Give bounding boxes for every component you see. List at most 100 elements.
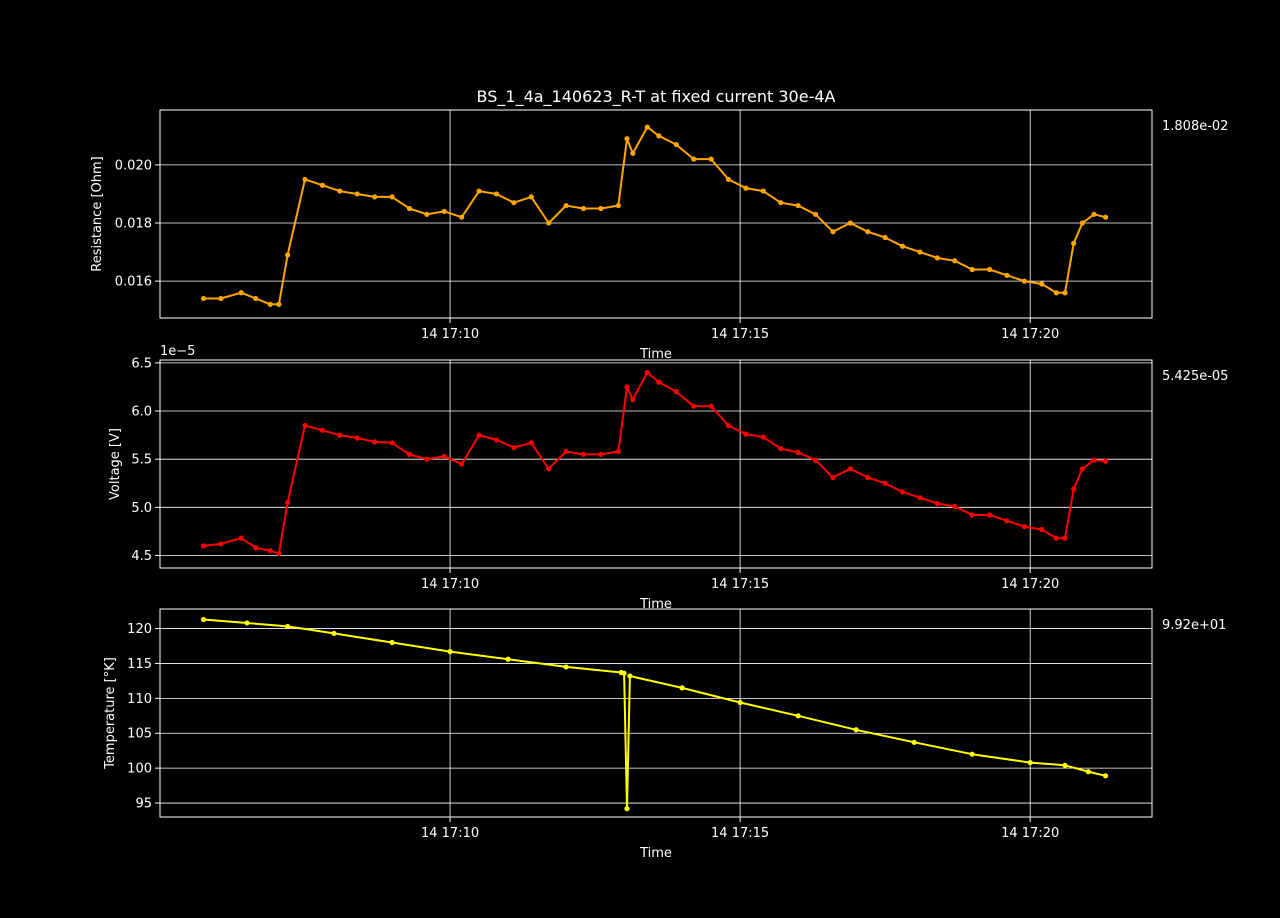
voltage-data-point [1079, 466, 1085, 472]
resistance-data-point [337, 188, 343, 194]
resistance-xtick-label-2: 14 17:20 [1001, 327, 1059, 342]
voltage-data-point [917, 495, 923, 501]
resistance-data-point [743, 185, 749, 191]
resistance-data-point [528, 194, 534, 200]
temperature-xtick-label-1: 14 17:15 [711, 826, 769, 841]
voltage-latest-value: 5.425e-05 [1162, 369, 1228, 384]
temperature-data-point [1102, 773, 1109, 779]
temperature-ytick-label-5: 120 [127, 622, 152, 637]
voltage-data-point [630, 396, 636, 403]
resistance-data-point [389, 194, 395, 200]
voltage-ytick-label-1: 5.0 [131, 501, 152, 516]
temperature-data-point [1062, 762, 1068, 768]
resistance-data-point [969, 266, 975, 273]
voltage-data-point [354, 435, 360, 441]
resistance-data-point [708, 156, 714, 162]
resistance-data-point [493, 191, 500, 197]
temperature-data-point [627, 673, 633, 679]
voltage-ytick-label-3: 6.0 [131, 405, 152, 420]
resistance-data-point [238, 290, 244, 296]
temperature-xtick-label-2: 14 17:20 [1001, 826, 1059, 841]
resistance-data-point [476, 188, 482, 194]
resistance-data-point [1053, 290, 1059, 296]
voltage-ylabel: Voltage [V] [108, 428, 123, 500]
resistance-data-point [725, 176, 732, 183]
voltage-data-point [406, 451, 413, 457]
resistance-data-point [1062, 290, 1068, 296]
resistance-data-point [1021, 278, 1027, 284]
temperature-panel: 14 17:10 14 17:15 14 17:20 95 100 105 110 115 12… [103, 608, 1226, 861]
resistance-data-point [865, 229, 871, 235]
voltage-data-point [580, 451, 587, 457]
temperature-data-point [389, 639, 395, 646]
resistance-data-point [302, 176, 308, 183]
voltage-data-point [1053, 535, 1059, 541]
voltage-data-point [969, 512, 975, 518]
resistance-xtick-label-0: 14 17:10 [421, 327, 479, 342]
voltage-data-point [830, 474, 836, 481]
resistance-data-point [934, 255, 940, 261]
voltage-axes-frame [159, 359, 1153, 569]
voltage-xlabel: Time [639, 597, 672, 612]
temperature-series-line [203, 618, 1106, 810]
temperature-data-point [969, 751, 975, 757]
temperature-data-point [1027, 759, 1033, 766]
voltage-series-line [203, 371, 1106, 555]
resistance-data-point [267, 301, 273, 307]
resistance-ylabel: Resistance [Ohm] [90, 156, 105, 271]
temperature-data-point [679, 685, 685, 691]
resistance-data-point [354, 191, 360, 197]
resistance-data-point [760, 188, 766, 194]
temperature-ytick-label-0: 95 [135, 797, 152, 812]
voltage-data-point [476, 432, 482, 438]
voltage-data-point [200, 543, 207, 549]
voltage-data-point [644, 369, 650, 376]
voltage-data-point [615, 448, 621, 455]
temperature-latest-value: 9.92e+01 [1162, 618, 1226, 633]
resistance-data-point [285, 252, 291, 258]
resistance-data-point [319, 182, 326, 188]
voltage-data-point [389, 440, 395, 446]
voltage-data-point [511, 445, 517, 451]
temperature-ytick-label-2: 105 [127, 727, 152, 742]
temperature-data-point [621, 670, 627, 676]
resistance-data-point [673, 141, 679, 148]
temperature-data-point [563, 664, 569, 670]
resistance-data-point [795, 202, 801, 209]
resistance-panel: 14 17:10 14 17:15 14 17:20 0.016 0.018 0.020 T… [90, 109, 1228, 362]
resistance-data-point [511, 200, 517, 206]
resistance-data-point [691, 156, 697, 162]
voltage-data-point [624, 384, 630, 390]
voltage-xtick-label-0: 14 17:10 [421, 577, 479, 592]
resistance-data-point [630, 150, 636, 156]
temperature-data-point [331, 630, 337, 637]
temperature-data-point [1085, 769, 1091, 775]
voltage-data-point [1091, 457, 1097, 463]
resistance-data-point [546, 220, 552, 226]
resistance-data-point [986, 266, 993, 273]
voltage-data-point [528, 440, 534, 446]
resistance-data-point [424, 211, 430, 217]
voltage-data-point [372, 439, 378, 445]
voltage-data-point [1102, 458, 1109, 464]
voltage-data-point [1039, 526, 1045, 533]
temperature-data-point [285, 623, 291, 630]
temperature-xlabel: Time [639, 846, 672, 861]
voltage-data-point [760, 434, 766, 440]
resistance-data-point [1071, 240, 1077, 246]
resistance-data-point [917, 249, 923, 255]
resistance-data-point [1004, 272, 1010, 278]
voltage-data-point [882, 480, 888, 486]
temperature-data-point [200, 616, 207, 623]
resistance-series-line [203, 126, 1106, 306]
resistance-data-point [459, 214, 465, 220]
resistance-data-point [276, 301, 282, 307]
resistance-ytick-label-0: 0.016 [115, 275, 152, 290]
voltage-data-point [795, 449, 801, 456]
resistance-ytick-label-1: 0.018 [115, 217, 152, 232]
temperature-data-point [624, 806, 630, 812]
resistance-data-point [200, 295, 207, 302]
voltage-data-point [725, 422, 732, 429]
resistance-data-point [598, 205, 604, 212]
